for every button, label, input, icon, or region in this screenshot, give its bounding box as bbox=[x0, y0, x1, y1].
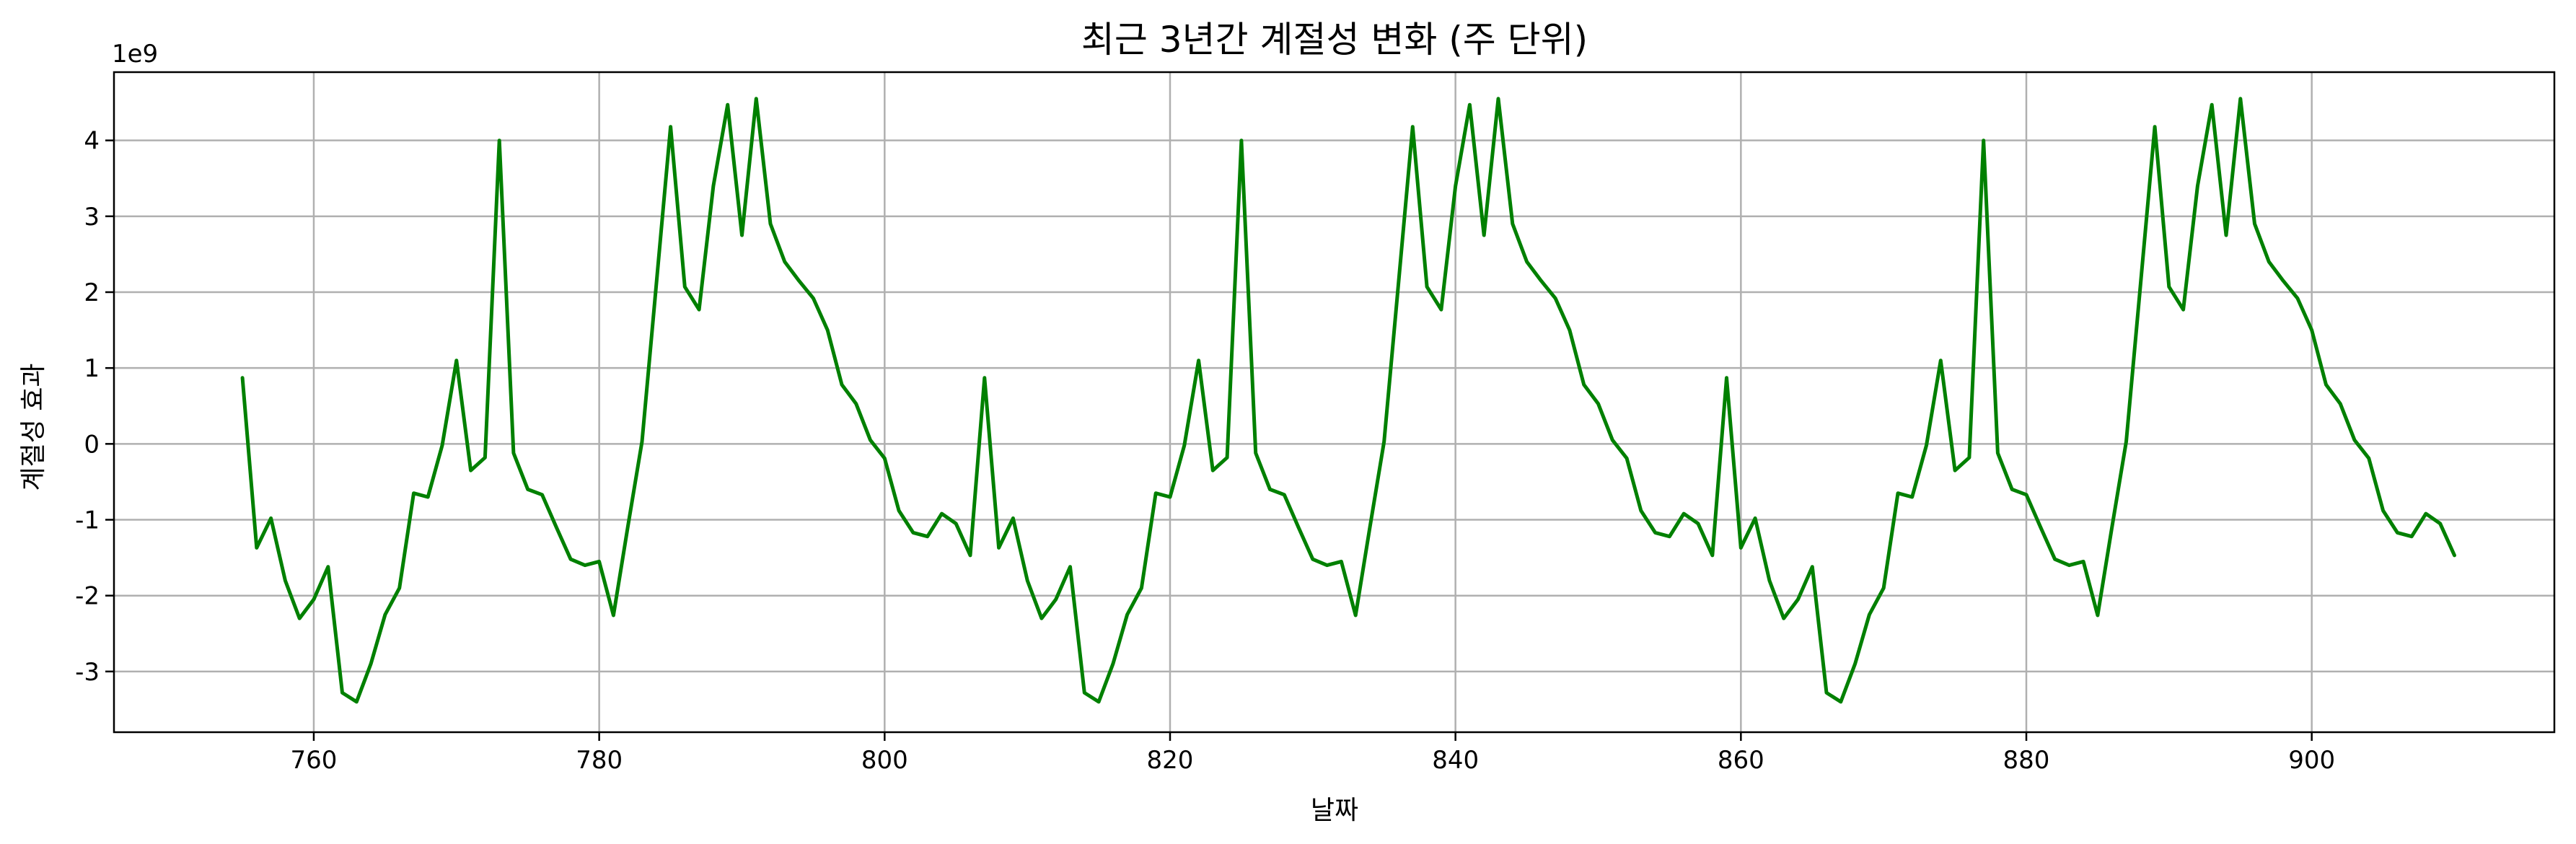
y-tick-label: 1 bbox=[84, 354, 100, 383]
y-tick-label: 4 bbox=[84, 127, 100, 156]
y-axis-offset-label: 1e9 bbox=[112, 40, 158, 69]
y-tick-label: 0 bbox=[84, 430, 100, 459]
series-layer bbox=[240, 97, 2456, 704]
y-tick-label: -1 bbox=[75, 506, 100, 535]
y-tick-label: -3 bbox=[75, 658, 100, 687]
y-axis-label: 계절성 효과 bbox=[19, 363, 48, 491]
x-tick-label: 780 bbox=[576, 746, 623, 775]
axis-ticks: 760 780 800 820 840 860 880 900 -3 -2 -1 0 1 2 3 4 bbox=[75, 127, 2335, 775]
y-tick-label: 2 bbox=[84, 278, 100, 307]
chart-title: 최근 3년간 계절성 변화 (주 단위) bbox=[1081, 19, 1588, 61]
x-tick-label: 880 bbox=[2003, 746, 2050, 775]
x-axis-label: 날짜 bbox=[1311, 796, 1358, 825]
y-tick-label: 3 bbox=[84, 203, 100, 232]
seasonality-series-line bbox=[240, 97, 2456, 704]
x-tick-label: 840 bbox=[1432, 746, 1479, 775]
x-tick-label: 900 bbox=[2288, 746, 2335, 775]
x-tick-label: 760 bbox=[291, 746, 338, 775]
plot-frame bbox=[113, 71, 2556, 734]
x-tick-label: 800 bbox=[861, 746, 908, 775]
x-tick-label: 820 bbox=[1147, 746, 1194, 775]
grid-lines bbox=[114, 72, 2554, 732]
y-tick-label: -2 bbox=[75, 582, 100, 611]
x-tick-label: 860 bbox=[1718, 746, 1764, 775]
